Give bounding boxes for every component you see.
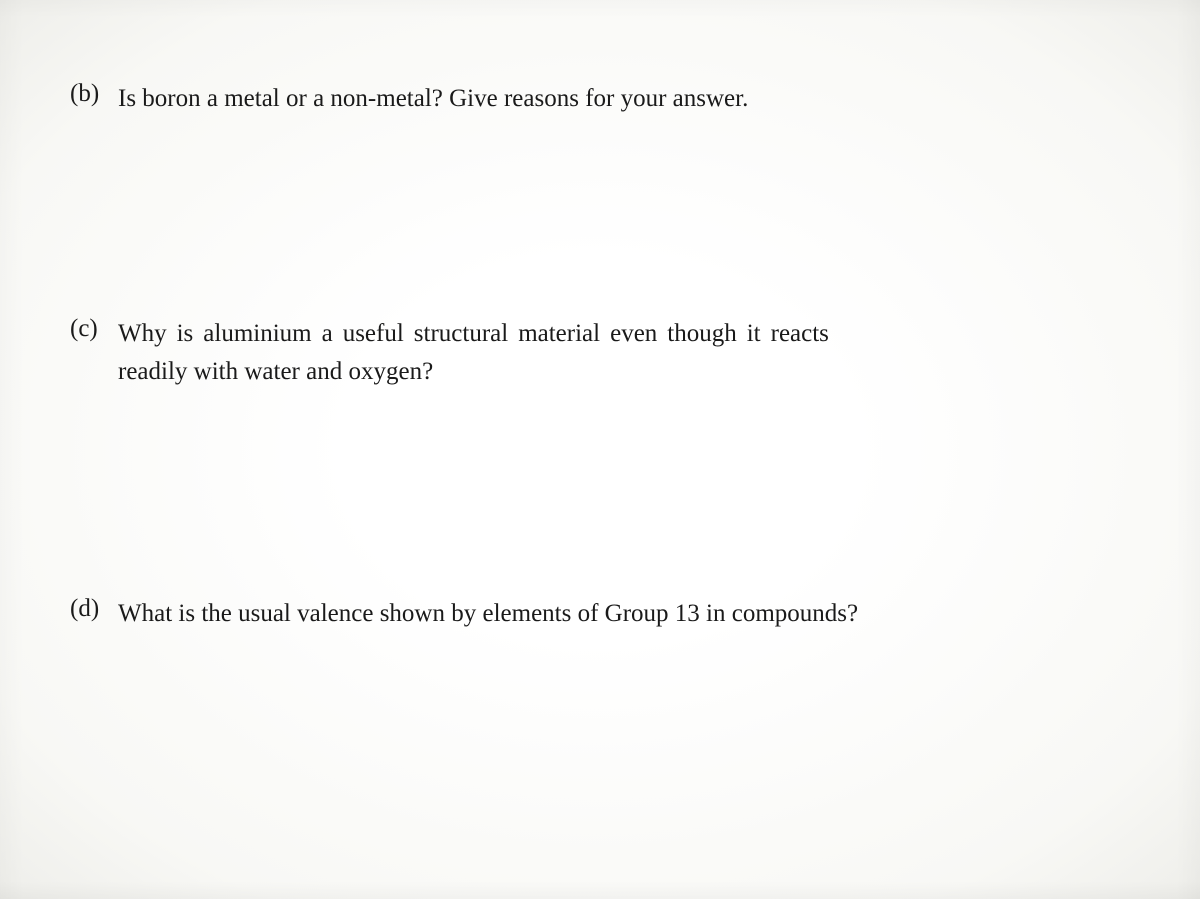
question-d: (d) What is the usual valence shown by e… (70, 595, 1130, 633)
question-row: (d) What is the usual valence shown by e… (70, 595, 1130, 633)
question-label-d: (d) (70, 595, 118, 623)
question-b: (b) Is boron a metal or a non-metal? Giv… (70, 80, 1130, 118)
question-text-d: What is the usual valence shown by eleme… (118, 595, 1130, 633)
question-row: (c) Why is aluminium a useful structural… (70, 315, 1130, 390)
question-text-c-line2: readily with water and oxygen? (118, 353, 1130, 391)
question-text-c: Why is aluminium a useful structural mat… (118, 315, 1130, 390)
document-page: (b) Is boron a metal or a non-metal? Giv… (0, 0, 1200, 899)
scan-vignette (0, 0, 1200, 899)
question-text-c-line1: Why is aluminium a useful structural mat… (118, 315, 1130, 353)
question-row: (b) Is boron a metal or a non-metal? Giv… (70, 80, 1130, 118)
question-c: (c) Why is aluminium a useful structural… (70, 315, 1130, 390)
question-label-b: (b) (70, 80, 118, 108)
question-label-c: (c) (70, 315, 118, 343)
question-text-b: Is boron a metal or a non-metal? Give re… (118, 80, 1130, 118)
